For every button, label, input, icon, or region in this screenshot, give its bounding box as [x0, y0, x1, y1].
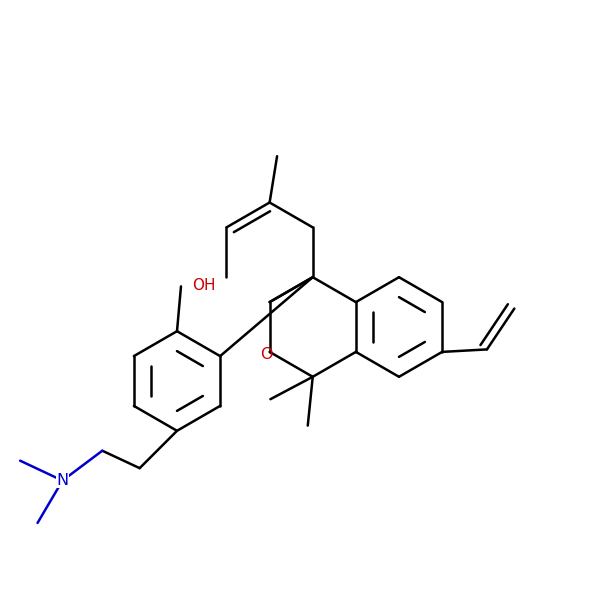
Text: OH: OH — [192, 278, 215, 293]
Text: N: N — [56, 473, 68, 488]
Text: O: O — [260, 347, 273, 362]
